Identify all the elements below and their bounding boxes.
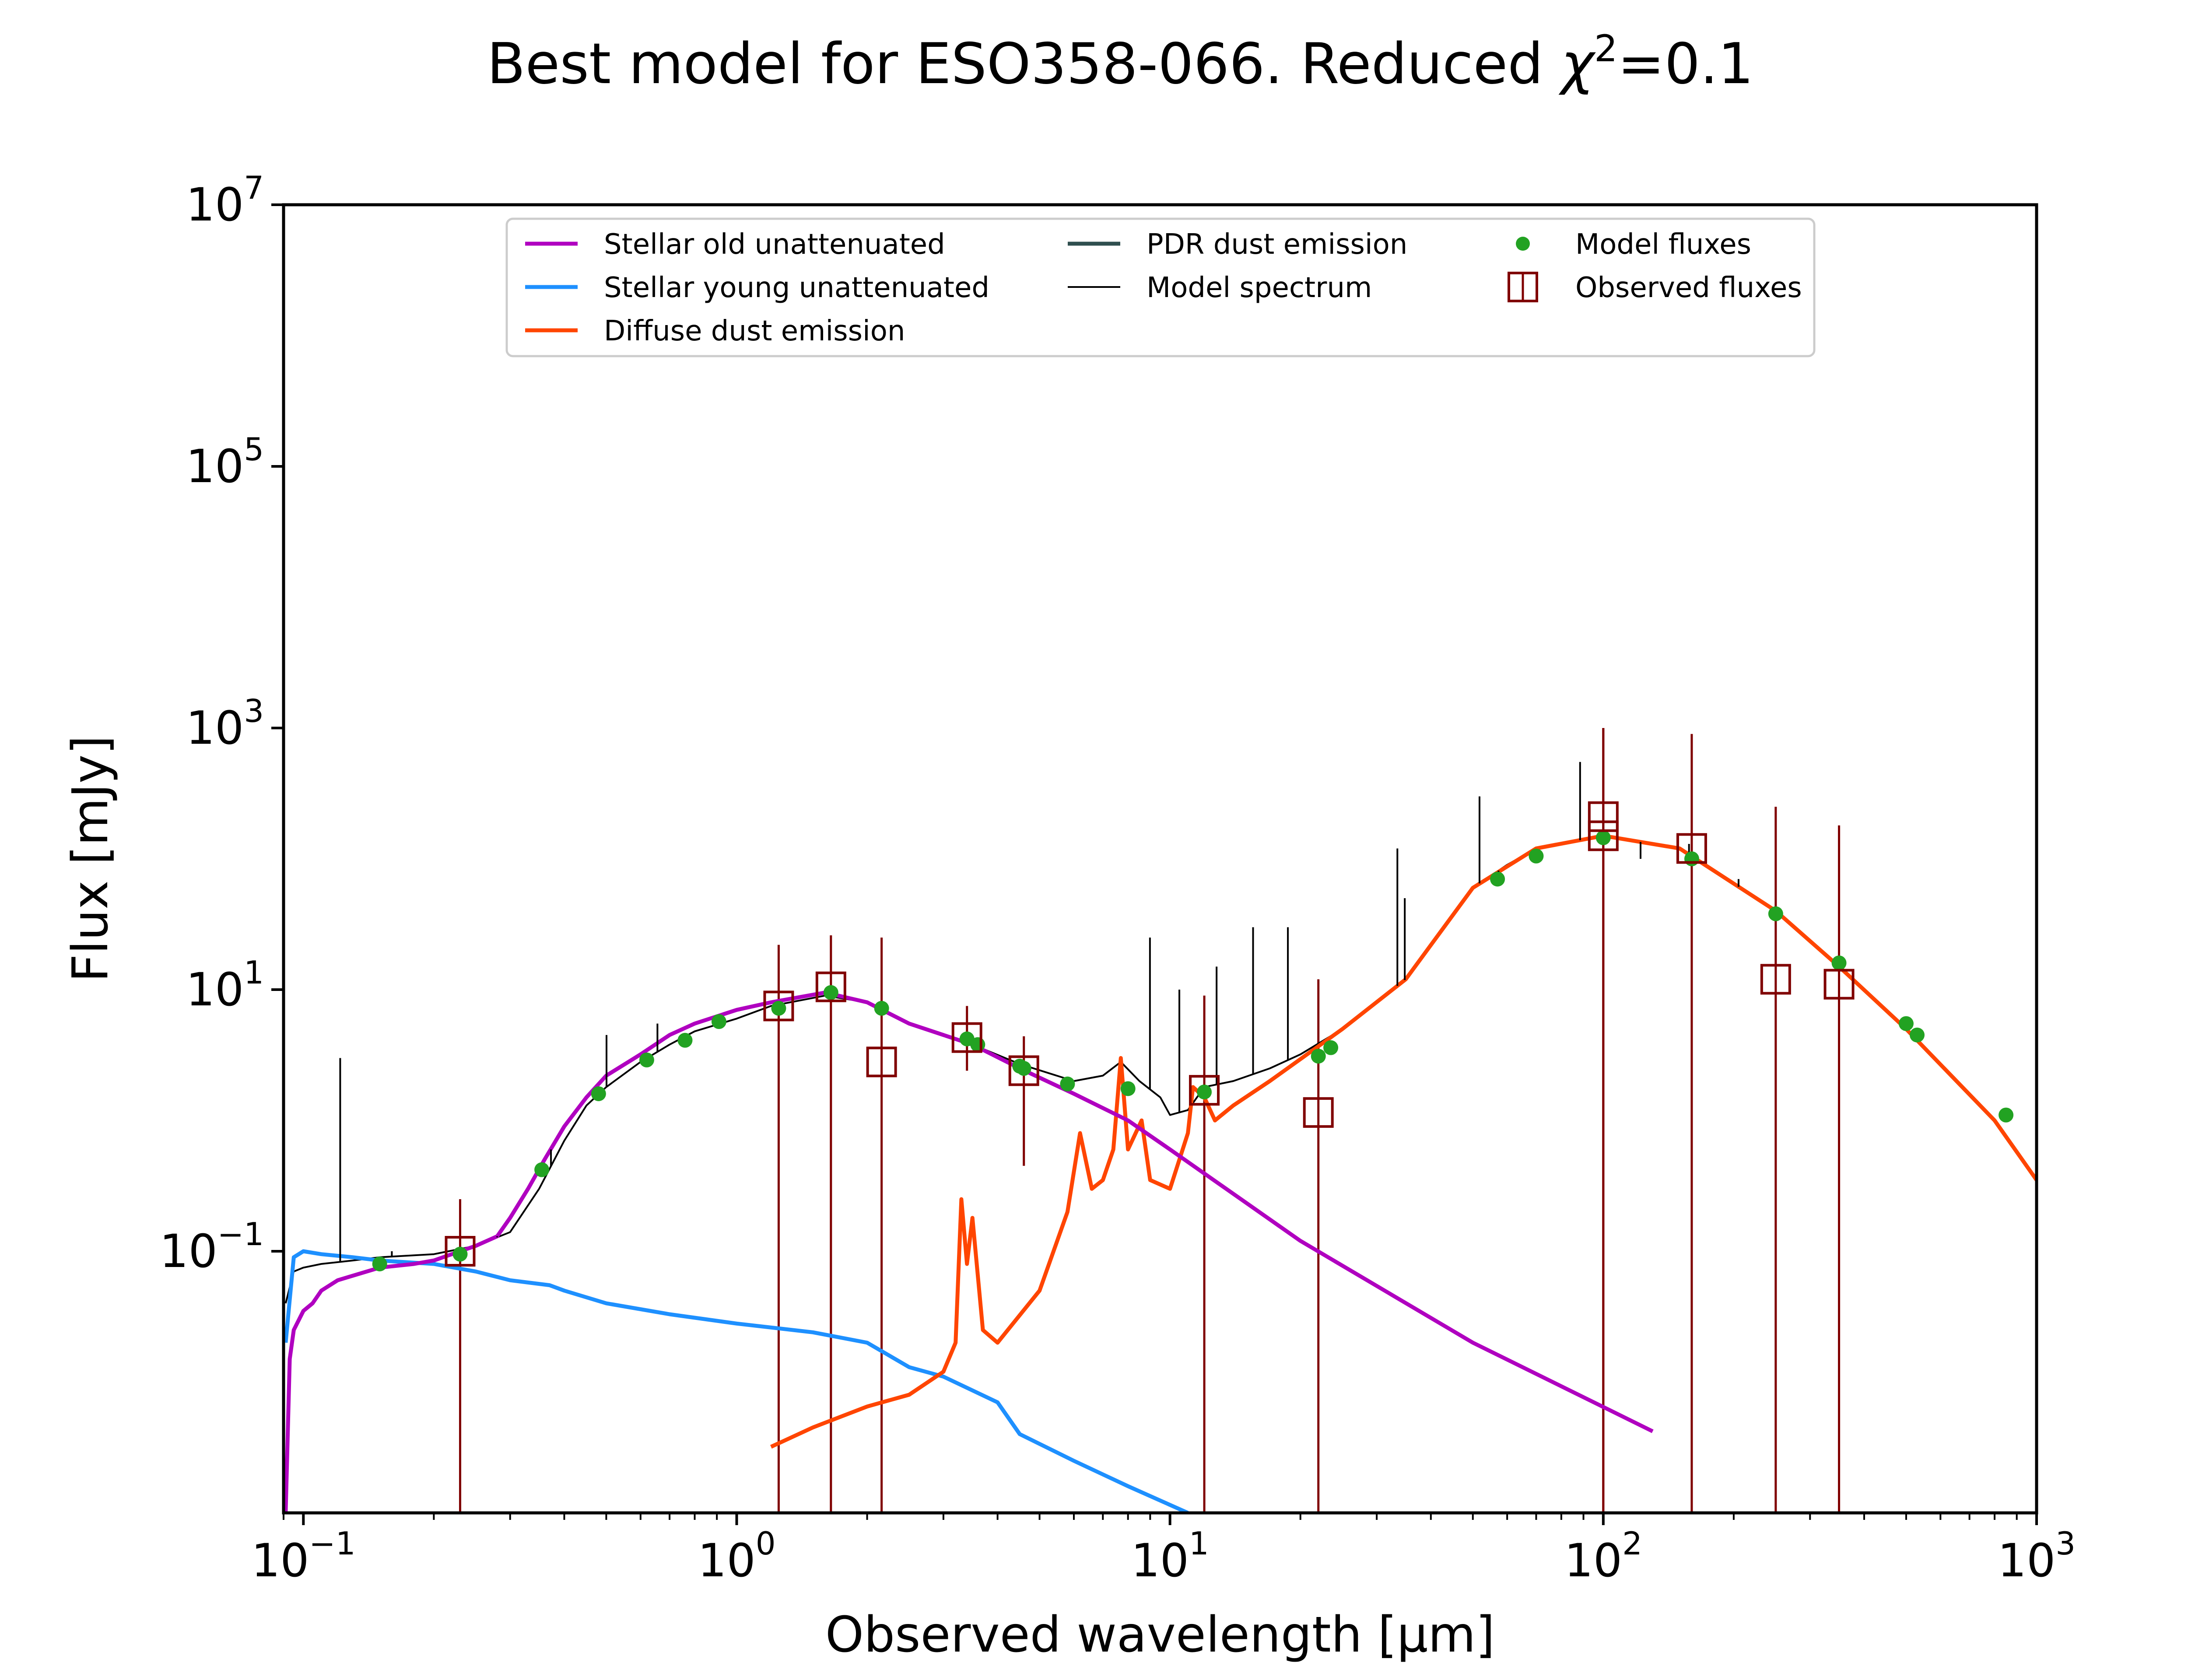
y-tick-label: 10−1 (160, 1216, 264, 1278)
legend-diffuse-dust-emission-label: Diffuse dust emission (604, 315, 905, 347)
title-sup: 2 (1594, 27, 1617, 70)
observed-flux-point (763, 990, 794, 1022)
model-flux-point (591, 1086, 606, 1101)
series-model-spectrum (284, 835, 2037, 1304)
model-flux-point (1768, 906, 1783, 921)
model-flux-point (1323, 1040, 1339, 1055)
axes-frame (282, 203, 2038, 1515)
title-value: =0.1 (1617, 32, 1753, 97)
x-axis-label: Observed wavelength [μm] (825, 1606, 1495, 1663)
observed-flux-point (1189, 1075, 1220, 1106)
legend-stellar-young-unattenuated-label: Stellar young unattenuated (604, 272, 989, 304)
observed-flux-point (1588, 801, 1619, 832)
observed-flux-point (1823, 969, 1855, 1000)
series-diffuse-dust-emission (770, 833, 2037, 1449)
y-tick-label: 105 (186, 431, 264, 493)
model-flux-point (1595, 830, 1611, 845)
model-flux-point (1490, 872, 1505, 887)
y-tick-label: 103 (186, 693, 264, 755)
x-tick-label: 103 (1998, 1525, 2076, 1587)
x-tick-label: 100 (698, 1525, 775, 1587)
legend: Stellar old unattenuated Stellar young un… (505, 217, 1816, 357)
legend-model-spectrum-label: Model spectrum (1147, 272, 1372, 304)
observed-fluxes (445, 801, 1855, 1267)
model-flux-point (1016, 1061, 1031, 1076)
model-flux-point (1120, 1081, 1136, 1096)
observed-flux-point (1303, 1097, 1334, 1128)
observed-flux-point (1676, 833, 1707, 864)
observed-flux-point (1760, 964, 1791, 995)
legend-stellar-old-unattenuated-label: Stellar old unattenuated (604, 228, 945, 261)
model-flux-point (970, 1037, 985, 1052)
model-flux-point (372, 1256, 387, 1271)
model-flux-point (534, 1162, 550, 1177)
model-flux-point (1529, 848, 1544, 864)
observed-flux-point (866, 1046, 897, 1078)
model-flux-point (677, 1032, 693, 1048)
x-tick-label: 101 (1131, 1525, 1209, 1587)
model-flux-point (1060, 1076, 1075, 1092)
y-axis-label: Flux [mJy] (62, 735, 119, 982)
legend-model-fluxes-swatch (1516, 237, 1530, 251)
model-flux-point (823, 985, 838, 1000)
model-flux-point (771, 1001, 786, 1016)
legend-frame (505, 217, 1816, 357)
series-lines (284, 833, 2037, 1513)
title-chi: χ (1558, 32, 1596, 97)
model-flux-point (1831, 955, 1847, 970)
emission-lines (339, 762, 1739, 1262)
model-flux-point (711, 1014, 726, 1029)
y-tick-label: 101 (186, 954, 264, 1016)
chart-title: Best model for ESO358-066. Reduced χ2=0.… (487, 27, 1754, 97)
model-flux-point (1311, 1049, 1326, 1064)
y-tick-label: 107 (186, 169, 264, 231)
x-tick-label: 10−1 (251, 1525, 355, 1587)
observed-flux-point (951, 1022, 982, 1053)
axis-ticks: 10−1 100 101 102 103 10−1 101 103 105 107 (160, 169, 2076, 1587)
model-flux-point (1684, 851, 1699, 866)
title-main: Best model for ESO358-066. Reduced (487, 32, 1561, 97)
error-bars (459, 728, 1841, 1513)
legend-pdr-dust-emission-label: PDR dust emission (1147, 228, 1407, 261)
plot-area (284, 728, 2037, 1513)
observed-flux-point (815, 971, 846, 1002)
model-flux-point (639, 1052, 654, 1068)
model-flux-point (1898, 1016, 1914, 1031)
legend-model-fluxes-label: Model fluxes (1575, 228, 1751, 261)
observed-flux-point (1588, 820, 1619, 851)
observed-flux-point (445, 1236, 476, 1267)
model-flux-point (1197, 1084, 1212, 1099)
series-stellar-young-unattenuated (284, 1249, 1189, 1513)
model-fluxes (372, 830, 2014, 1271)
legend-observed-fluxes-label: Observed fluxes (1575, 272, 1802, 304)
x-tick-label: 102 (1564, 1525, 1642, 1587)
observed-flux-point (1008, 1055, 1039, 1086)
model-flux-point (1909, 1027, 1925, 1043)
model-flux-point (452, 1246, 468, 1262)
model-flux-point (874, 1001, 889, 1016)
model-flux-point (1999, 1107, 2014, 1123)
